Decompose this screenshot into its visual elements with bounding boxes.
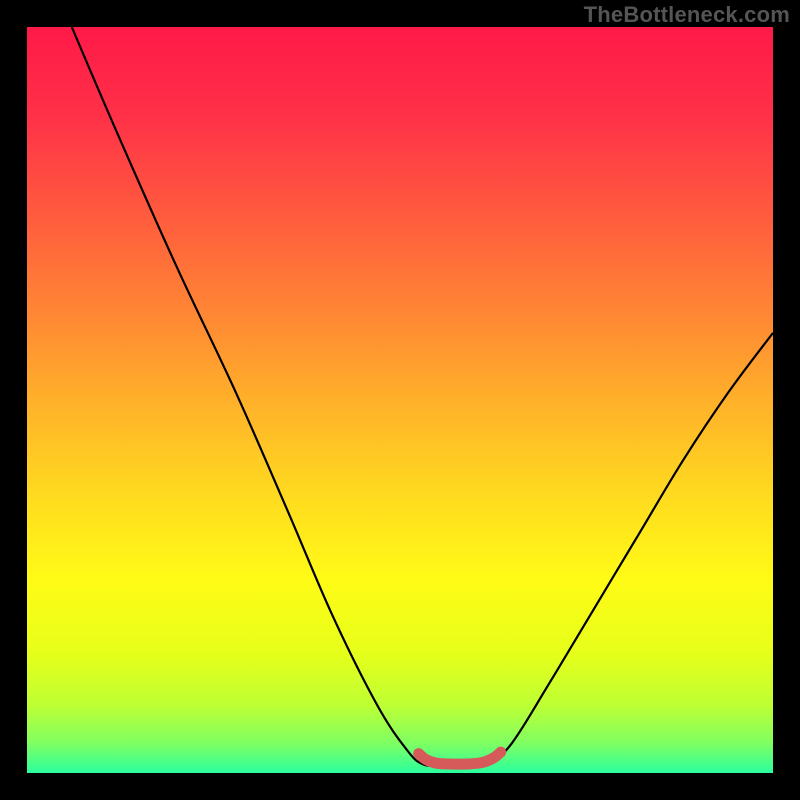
valley-emphasis-path: [419, 752, 501, 764]
chart-frame: TheBottleneck.com: [0, 0, 800, 800]
bottleneck-curve-path: [72, 27, 773, 766]
curve-svg-layer: [27, 27, 773, 773]
chart-plot-area: [27, 27, 773, 773]
watermark-text: TheBottleneck.com: [584, 2, 790, 28]
